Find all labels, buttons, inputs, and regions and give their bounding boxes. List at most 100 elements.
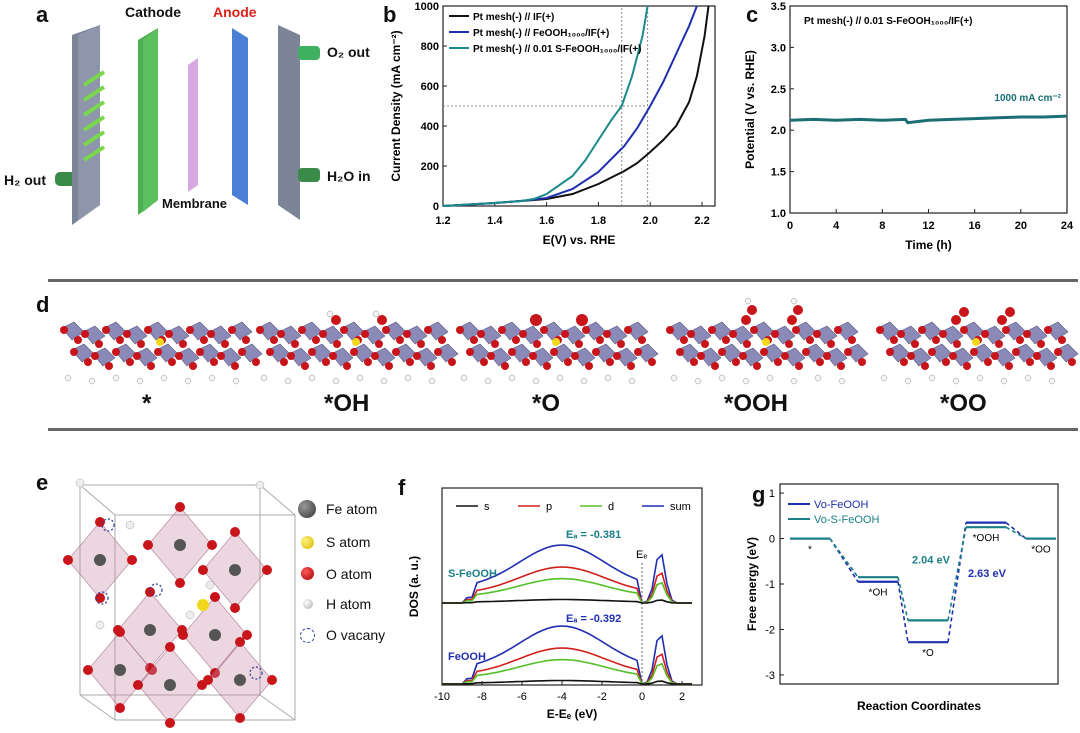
s-atom: [156, 338, 164, 346]
y-tick-label: 1.5: [771, 167, 786, 179]
feo6-unit: [404, 325, 428, 345]
feo6-unit: [572, 347, 596, 367]
h-atom: [718, 374, 726, 382]
o-atom: [133, 680, 143, 690]
o-atom: [230, 603, 240, 613]
fermi-label: Eₑ: [636, 549, 647, 561]
o-atom: [210, 668, 220, 678]
h-atom: [255, 480, 265, 490]
h-atom: [75, 478, 85, 488]
o-atom: [753, 362, 761, 370]
y-tick-label: 2.0: [771, 125, 786, 137]
feo6-unit: [1055, 343, 1079, 363]
o-atom: [928, 348, 936, 356]
o-atom: [512, 336, 520, 344]
o-atom: [792, 326, 800, 334]
s-atom: [762, 338, 770, 346]
energy-connector: [897, 577, 909, 621]
o2-out-tube: [298, 46, 320, 60]
h-atom: [556, 374, 564, 382]
y-tick-label: 200: [421, 161, 439, 173]
h-atom: [880, 374, 888, 382]
o-atom: [823, 352, 831, 360]
o-atom: [189, 362, 197, 370]
h-atom: [1024, 374, 1032, 382]
o-atom: [115, 627, 125, 637]
legend-label: Pt mesh(-) // 0.01 S-FeOOH₁₀₀₀/IF(+): [473, 44, 642, 55]
o-atom: [319, 330, 327, 338]
feo6-unit: [166, 325, 190, 345]
adsorbate-o: [377, 315, 387, 325]
adsorbate-o: [997, 315, 1007, 325]
o-atom: [70, 348, 78, 356]
o-atom: [960, 326, 968, 334]
o-atom: [911, 340, 919, 348]
o-atom: [970, 348, 978, 356]
o-atom: [60, 326, 68, 334]
o-atom: [627, 362, 635, 370]
h-atom: [604, 374, 612, 382]
y-tick-label: 2.5: [771, 84, 786, 96]
o-atom: [844, 348, 852, 356]
o-atom: [221, 340, 229, 348]
step-label: *OOH: [973, 533, 1000, 544]
y-axis-label: DOS (a. u.): [407, 556, 421, 617]
o-atom: [1016, 336, 1024, 344]
feo6-unit: [992, 347, 1016, 367]
o-atom: [343, 362, 351, 370]
h-atom: [428, 377, 436, 385]
x-tick-label: 2: [679, 691, 685, 703]
o-vacancy: [249, 666, 263, 680]
o-atom: [262, 565, 272, 575]
o-atom: [165, 642, 175, 652]
feo6-unit: [176, 347, 200, 367]
x-tick-label: -6: [517, 691, 527, 703]
h-atom: [356, 374, 364, 382]
o-atom: [392, 348, 400, 356]
o-atom: [732, 358, 740, 366]
adsorbate-o: [793, 305, 803, 315]
o-atom: [165, 718, 175, 728]
adsorbate-o: [959, 307, 969, 317]
o-atom: [312, 336, 320, 344]
feo6-unit: [82, 325, 106, 345]
o-atom: [921, 362, 929, 370]
o-atom: [403, 330, 411, 338]
h-atom: [928, 374, 936, 382]
fe-atom-icon: [298, 500, 316, 518]
o-atom: [638, 336, 646, 344]
o-atom: [470, 336, 478, 344]
energy-connector: [1005, 526, 1027, 540]
o-atom: [175, 352, 183, 360]
o-atom: [235, 713, 245, 723]
chart-c-stability: 0 4 8 12 16 20 24 1.0 1.5 2.0 2.5 3.0 3.5 Time (h) Pot…: [743, 1, 1074, 252]
o-atom: [1005, 362, 1013, 370]
feo6-unit: [614, 347, 638, 367]
h2-out-label: H₂ out: [4, 172, 46, 188]
h-atom: [1000, 377, 1008, 385]
legend-s: S atom: [326, 534, 371, 550]
o-atom: [147, 362, 155, 370]
legend-fe: Fe atom: [326, 501, 378, 517]
adsorbate-o: [331, 315, 341, 325]
h-atom: [185, 610, 195, 620]
o-atom: [918, 326, 926, 334]
h-atom: [332, 377, 340, 385]
x-tick-label: -10: [434, 691, 450, 703]
x-tick-label: -4: [557, 691, 567, 703]
dos-curve: [442, 647, 692, 685]
o-atom: [582, 326, 590, 334]
h-atom: [208, 374, 216, 382]
x-tick-label: 0: [787, 220, 793, 232]
feo6-unit: [740, 347, 764, 367]
o-atom: [760, 348, 768, 356]
o-atom: [95, 340, 103, 348]
s-atom: [552, 338, 560, 346]
h-atom: [628, 377, 636, 385]
o-atom: [564, 358, 572, 366]
plot-frame: [789, 5, 1068, 214]
feo6-unit: [218, 347, 242, 367]
step-label: *O: [922, 648, 934, 659]
o-atom: [298, 326, 306, 334]
o-atom: [932, 336, 940, 344]
